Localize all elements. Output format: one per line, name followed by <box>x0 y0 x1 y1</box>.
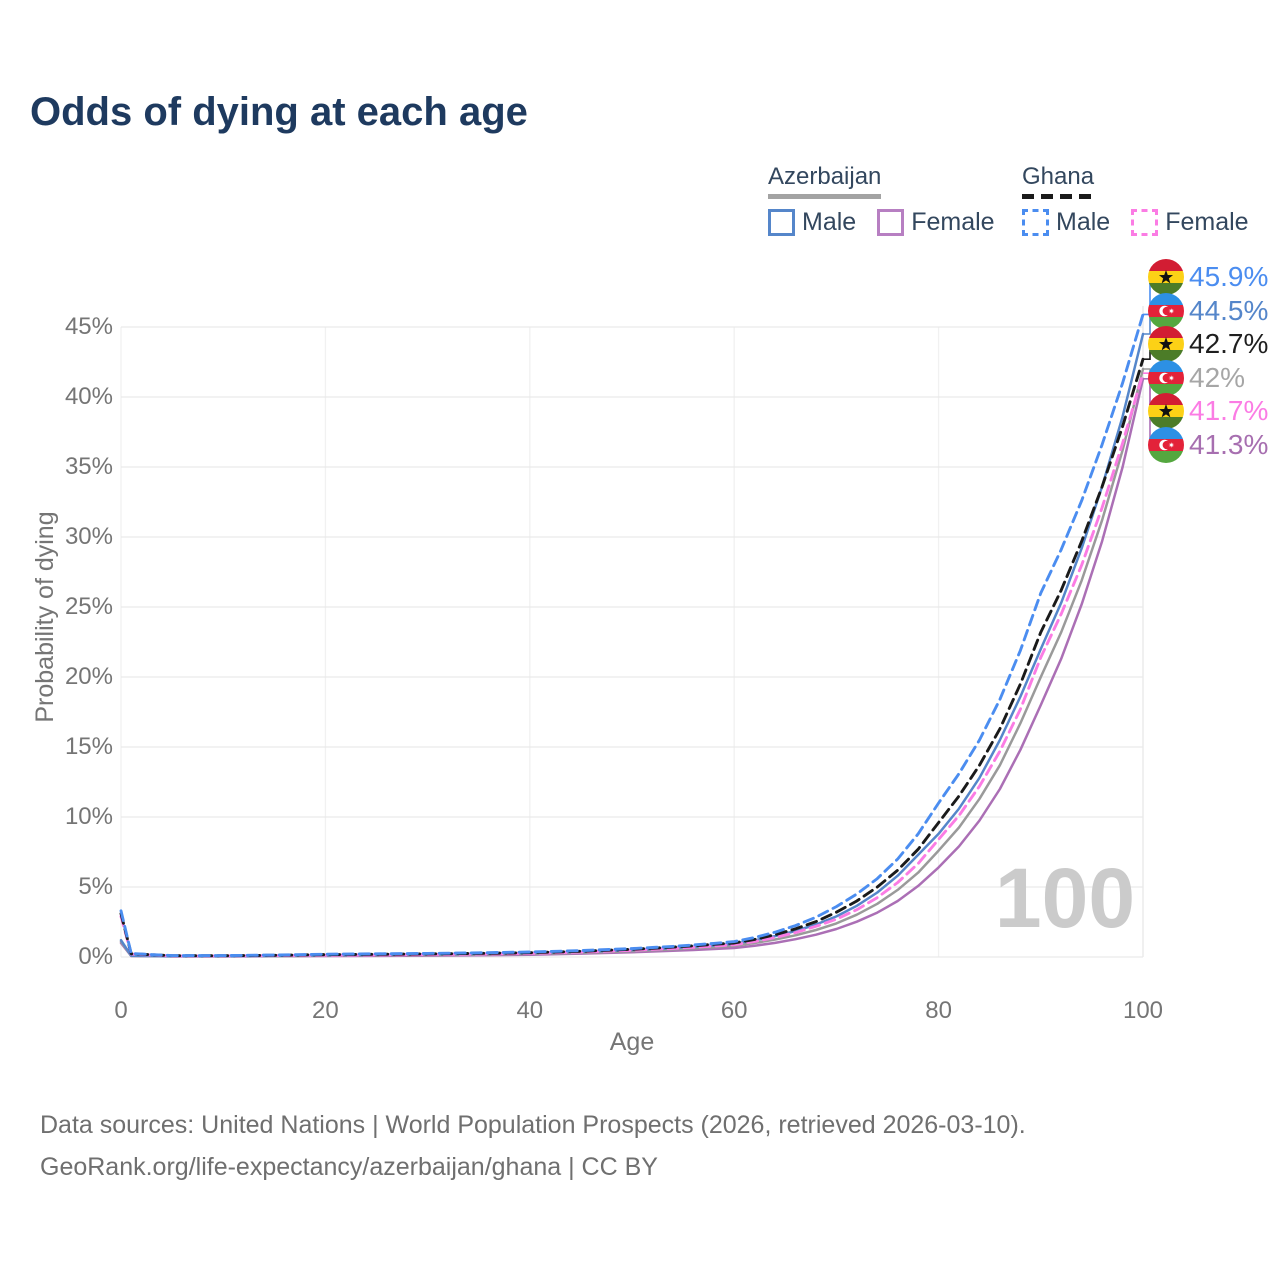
legend-ghana-title: Ghana <box>1022 163 1095 190</box>
azerbaijan-flag-icon <box>1148 427 1184 463</box>
x-tick-0: 0 <box>114 997 128 1024</box>
end-flag-ghana-male <box>1148 259 1184 295</box>
end-flag-azerbaijan-male <box>1148 292 1184 329</box>
azerbaijan-flag-icon <box>1148 359 1184 396</box>
legend-ghana-female-label: Female <box>1165 208 1249 236</box>
y-tick-35: 35% <box>64 453 113 480</box>
end-label-azerbaijan-male: 44.5% <box>1189 294 1269 326</box>
legend-azerbaijan-male-label: Male <box>802 208 857 236</box>
y-tick-30: 30% <box>64 523 113 550</box>
series-line-ghana-female[interactable] <box>119 371 1145 958</box>
end-flag-ghana-all <box>1148 326 1184 363</box>
legend-group-azerbaijan: Azerbaijan Male Female <box>768 163 995 237</box>
ghana-flag-icon <box>1148 393 1184 430</box>
end-flag-azerbaijan-female <box>1148 427 1184 463</box>
ghana-female-swatch-icon <box>1131 209 1159 236</box>
legend-item-ghana-female[interactable]: Female <box>1131 208 1249 237</box>
legend-item-azerbaijan-male[interactable]: Male <box>768 208 856 237</box>
y-tick-0: 0% <box>78 943 113 970</box>
azerbaijan-female-swatch-icon <box>877 209 905 236</box>
y-tick-40: 40% <box>64 383 113 410</box>
end-label-ghana-all: 42.7% <box>1189 328 1269 360</box>
x-tick-100: 100 <box>1122 997 1164 1024</box>
legend-azerbaijan-female-label: Female <box>911 208 995 236</box>
y-tick-45: 45% <box>64 313 113 340</box>
end-label-azerbaijan-all: 42% <box>1189 361 1246 393</box>
x-tick-20: 20 <box>312 997 339 1024</box>
series-line-ghana-male[interactable] <box>119 312 1145 958</box>
end-flag-ghana-female <box>1148 393 1184 430</box>
y-tick-20: 20% <box>64 663 113 690</box>
age-counter-watermark: 100 <box>994 851 1136 945</box>
legend-item-ghana-male[interactable]: Male <box>1022 208 1110 237</box>
footer-sources: Data sources: United Nations | World Pop… <box>40 1111 1026 1139</box>
x-axis-title: Age <box>609 1028 655 1056</box>
legend-azerbaijan-underline <box>768 194 882 199</box>
azerbaijan-male-swatch-icon <box>768 209 795 236</box>
legend-azerbaijan-title: Azerbaijan <box>768 163 882 190</box>
legend-ghana-underline <box>1022 194 1095 199</box>
footer-attribution: GeoRank.org/life-expectancy/azerbaijan/g… <box>40 1153 658 1181</box>
y-tick-15: 15% <box>64 733 113 760</box>
ghana-flag-icon <box>1148 326 1184 363</box>
x-tick-60: 60 <box>720 997 748 1024</box>
end-label-ghana-male: 45.9% <box>1189 261 1269 292</box>
ghana-male-swatch-icon <box>1022 209 1049 236</box>
x-tick-40: 40 <box>516 997 544 1024</box>
legend-item-azerbaijan-female[interactable]: Female <box>877 208 995 237</box>
page-title: Odds of dying at each age <box>30 90 528 134</box>
x-tick-80: 80 <box>925 997 952 1024</box>
legend-ghana-male-label: Male <box>1056 208 1111 236</box>
y-tick-25: 25% <box>64 593 113 620</box>
y-tick-5: 5% <box>78 873 113 900</box>
end-flag-azerbaijan-all <box>1148 359 1184 396</box>
footer: Data sources: United Nations | World Pop… <box>40 1104 1026 1188</box>
end-label-ghana-female: 41.7% <box>1189 395 1269 427</box>
azerbaijan-flag-icon <box>1148 292 1184 329</box>
end-label-azerbaijan-female: 41.3% <box>1189 429 1269 460</box>
ghana-flag-icon <box>1148 259 1184 295</box>
y-tick-10: 10% <box>64 803 113 830</box>
legend-group-ghana: Ghana Male Female <box>1022 163 1249 237</box>
